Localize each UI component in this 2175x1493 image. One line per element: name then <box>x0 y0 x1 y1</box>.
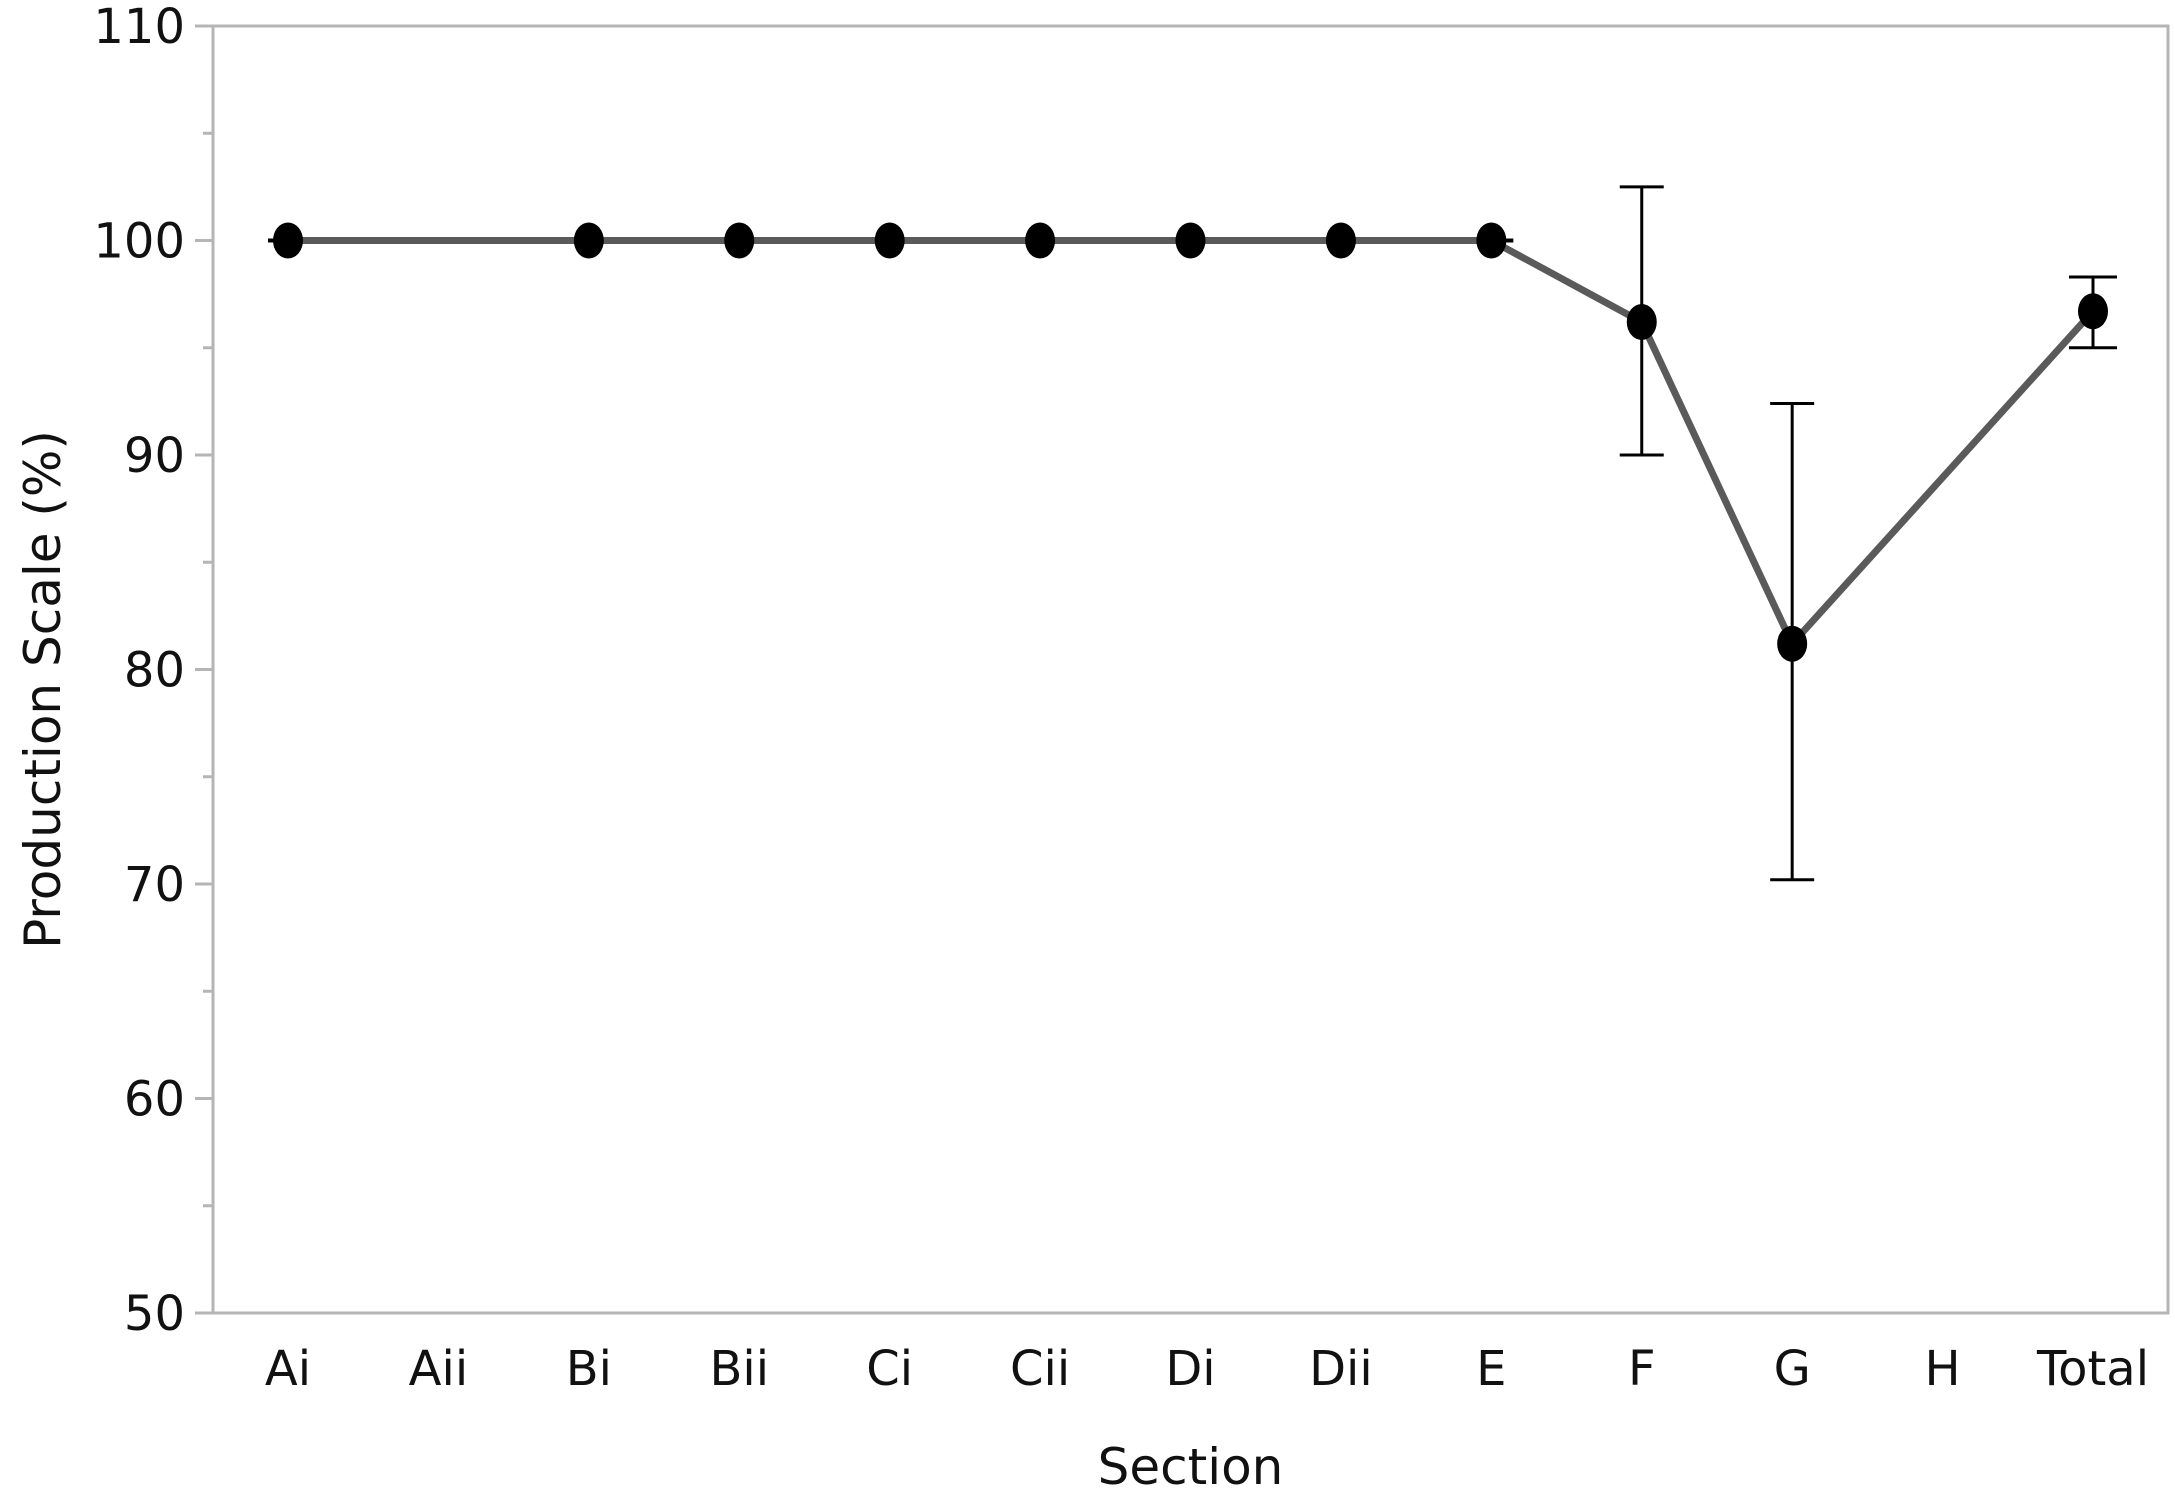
data-point <box>1777 625 1808 662</box>
y-tick-label: 110 <box>93 0 185 55</box>
data-point <box>573 222 604 259</box>
data-point <box>874 222 905 259</box>
data-point <box>1325 222 1356 259</box>
data-point <box>1175 222 1206 259</box>
data-point <box>1025 222 1056 259</box>
x-tick-label: Dii <box>1309 1341 1373 1397</box>
data-point <box>1476 222 1507 259</box>
data-point <box>273 222 303 259</box>
x-tick-label: Bii <box>709 1341 769 1397</box>
data-point <box>2078 293 2108 330</box>
x-tick-label: Ci <box>866 1341 913 1397</box>
series-line-path <box>288 237 2096 651</box>
y-tick-label: 100 <box>93 214 185 270</box>
x-axis-title: Section <box>1098 1438 1284 1493</box>
y-tick-label: 60 <box>124 1072 185 1128</box>
x-tick-label: G <box>1774 1341 1811 1397</box>
x-tick-label: E <box>1476 1341 1506 1397</box>
series-line <box>268 237 2096 651</box>
y-tick-label: 50 <box>124 1286 185 1342</box>
axes <box>211 24 2170 1315</box>
x-tick-label: H <box>1925 1341 1961 1397</box>
y-tick-labels: 50 60 70 80 90 100 110 <box>93 0 185 1342</box>
x-tick-label: Bi <box>566 1341 612 1397</box>
data-point <box>1626 304 1657 341</box>
x-tick-label: Di <box>1165 1341 1215 1397</box>
y-tick-label: 70 <box>124 857 185 913</box>
tick-marks <box>195 24 213 1315</box>
x-tick-label: Aii <box>409 1341 469 1397</box>
y-tick-label: 80 <box>124 643 185 699</box>
x-tick-labels: Ai Aii Bi Bii Ci Cii Di Dii E F G H Total <box>265 1341 2149 1397</box>
y-tick-label: 90 <box>124 428 185 484</box>
x-tick-label: Ai <box>265 1341 311 1397</box>
x-tick-label: Total <box>2036 1341 2149 1397</box>
x-tick-label: F <box>1628 1341 1656 1397</box>
data-point <box>724 222 755 259</box>
plot-frame <box>211 24 2170 1315</box>
data-points <box>273 222 2108 662</box>
y-axis-title: Production Scale (%) <box>14 430 72 949</box>
error-bars <box>1619 185 2117 882</box>
x-tick-label: Cii <box>1010 1341 1070 1397</box>
